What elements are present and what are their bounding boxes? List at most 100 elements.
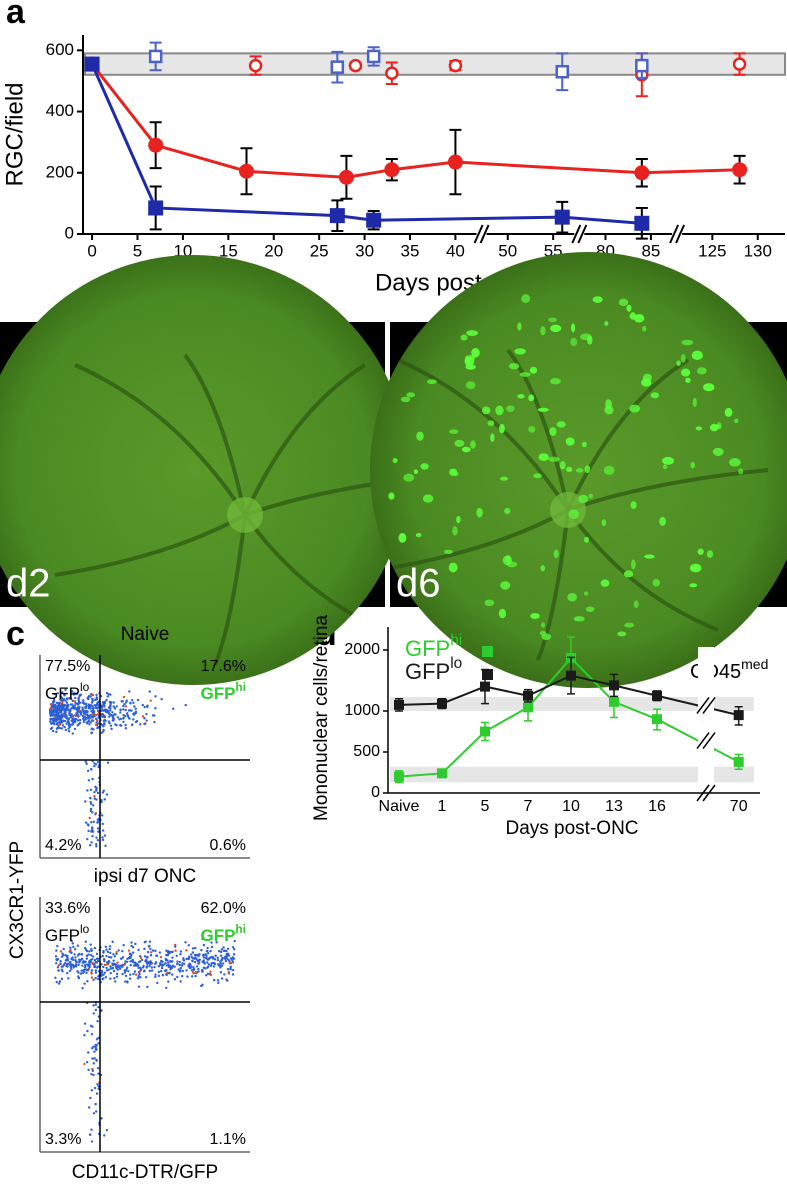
- event-dot: [65, 708, 68, 712]
- gate-label-base: GFP: [200, 684, 235, 703]
- event-dot: [91, 1057, 94, 1060]
- event-dot: [171, 707, 175, 710]
- event-dot: [138, 960, 142, 963]
- event-dot: [130, 723, 134, 726]
- cell-spot: [556, 421, 566, 428]
- point: [84, 56, 100, 72]
- gate-label: GFPlo: [45, 922, 90, 945]
- cell-spot: [540, 326, 546, 336]
- event-dot: [66, 717, 69, 720]
- event-dot: [176, 975, 179, 979]
- vessel: [244, 473, 408, 517]
- line-break-slash: [702, 696, 716, 714]
- event-dot: [64, 688, 67, 692]
- event-dot: [115, 975, 119, 978]
- reference-band: [390, 766, 754, 783]
- event-dot: [216, 958, 220, 962]
- event-dot: [160, 969, 163, 973]
- event-dot: [54, 976, 57, 980]
- event-dot: [226, 947, 230, 950]
- event-dot: [180, 974, 184, 978]
- cell-spot: [553, 549, 559, 559]
- cell-spot: [392, 457, 398, 464]
- event-dot: [78, 960, 81, 963]
- quadrant-percent: 1.1%: [210, 1131, 246, 1148]
- event-dot: [105, 1129, 109, 1132]
- x-tick-label: 0: [87, 241, 96, 260]
- event-dot: [117, 965, 120, 969]
- event-dot: [200, 948, 203, 952]
- event-dot: [197, 970, 200, 973]
- event-dot: [89, 809, 93, 812]
- event-dot: [56, 692, 59, 695]
- event-dot: [209, 949, 212, 953]
- event-dot: [70, 967, 73, 971]
- event-dot: [185, 949, 188, 952]
- event-dot: [161, 974, 165, 977]
- event-dot: [59, 950, 63, 953]
- event-dot: [89, 797, 92, 800]
- event-dot: [79, 711, 83, 715]
- point: [523, 690, 533, 701]
- event-dot: [226, 979, 229, 982]
- point: [634, 215, 650, 231]
- event-dot: [106, 695, 109, 698]
- event-dot: [106, 950, 110, 954]
- event-dot: [124, 980, 127, 983]
- event-dot: [87, 779, 91, 782]
- event-dot: [95, 789, 98, 792]
- event-dot: [129, 963, 132, 967]
- vessel: [213, 514, 247, 666]
- event-dot: [230, 961, 233, 965]
- event-dot: [66, 957, 69, 960]
- cell-spot: [470, 440, 476, 449]
- event-dot: [154, 706, 157, 710]
- event-dot: [60, 977, 64, 981]
- vessel: [566, 508, 719, 632]
- event-dot: [103, 834, 107, 837]
- event-dot: [148, 690, 151, 693]
- event-dot: [128, 977, 132, 980]
- x-tick-label: 30: [355, 241, 374, 260]
- x-axis-label: CD11c-DTR/GFP: [72, 1162, 218, 1183]
- event-dot: [96, 1083, 99, 1086]
- event-dot: [97, 1005, 100, 1009]
- event-dot: [182, 957, 185, 960]
- event-dot: [190, 953, 193, 956]
- quadrant-percent: 17.6%: [201, 658, 246, 675]
- event-dot: [92, 728, 95, 731]
- event-dot: [128, 690, 131, 693]
- cell-spot: [696, 367, 707, 375]
- event-dot: [209, 964, 213, 967]
- event-dot: [50, 707, 53, 710]
- event-dot: [232, 948, 236, 951]
- event-dot: [57, 982, 61, 985]
- vessel: [74, 363, 247, 517]
- point: [394, 771, 404, 782]
- event-dot: [223, 957, 226, 960]
- event-dot: [95, 693, 98, 697]
- event-dot: [167, 980, 170, 983]
- event-dot: [96, 1066, 100, 1070]
- event-dot: [69, 948, 72, 952]
- event-dot: [84, 718, 88, 721]
- event-dot: [69, 946, 72, 949]
- event-dot: [94, 717, 98, 721]
- event-dot: [206, 949, 209, 953]
- event-dot: [134, 942, 137, 946]
- quadrant-percent: 0.6%: [210, 837, 246, 854]
- event-dot: [193, 953, 197, 957]
- event-dot: [184, 703, 187, 707]
- event-dot: [223, 949, 227, 952]
- axis-break-gap: [698, 647, 715, 791]
- event-dot: [227, 972, 231, 975]
- gate-label-sup: hi: [235, 922, 246, 936]
- event-dot: [91, 804, 95, 807]
- event-dot: [131, 961, 135, 964]
- event-dot: [111, 940, 114, 944]
- event-dot: [187, 957, 191, 961]
- y-tick-label: 0: [65, 223, 74, 242]
- event-dot: [121, 972, 124, 976]
- event-dot: [157, 974, 161, 978]
- event-dot: [66, 697, 69, 701]
